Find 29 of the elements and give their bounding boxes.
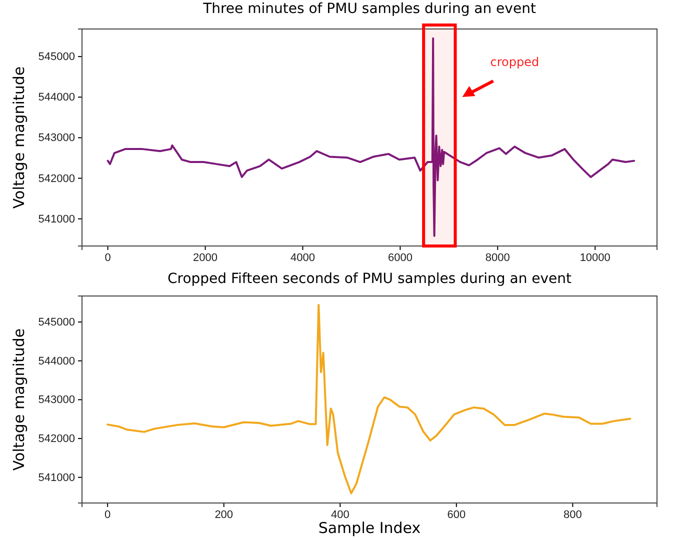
x-tick-label: 400 xyxy=(330,508,350,521)
y-axis-title: Voltage magnitude xyxy=(10,328,28,471)
y-tick-label: 545000 xyxy=(38,316,75,329)
annotation: cropped xyxy=(490,55,540,69)
y-axis-title: Voltage magnitude xyxy=(10,66,28,209)
x-tick-label: 10000 xyxy=(580,252,610,264)
x-tick-label: 600 xyxy=(447,508,466,521)
y-tick-label: 545000 xyxy=(38,51,75,64)
x-tick-label: 8000 xyxy=(485,252,510,264)
x-tick-label: 2000 xyxy=(193,252,218,264)
x-tick-label: 200 xyxy=(214,508,234,521)
line-series xyxy=(106,304,632,494)
y-tick-label: 543000 xyxy=(38,394,75,406)
x-tick-label: 800 xyxy=(564,508,582,521)
chart-title: Cropped Fifteen seconds of PMU samples during an event xyxy=(167,271,572,287)
y-tick-label: 542000 xyxy=(38,433,75,446)
x-axis-title: Sample Index xyxy=(318,519,421,537)
y-tick-label: 542000 xyxy=(38,172,75,185)
x-tick-label: 0 xyxy=(104,508,111,521)
line-series xyxy=(106,37,636,237)
y-tick-label: 544000 xyxy=(38,92,75,104)
x-tick-label: 6000 xyxy=(388,252,412,264)
y-tick-label: 541000 xyxy=(38,472,75,484)
y-tick-label: 544000 xyxy=(38,355,75,368)
y-tick-label: 543000 xyxy=(38,132,75,144)
chart-title: Three minutes of PMU samples during an event xyxy=(202,1,536,17)
y-tick-label: 541000 xyxy=(38,213,75,226)
x-tick-label: 4000 xyxy=(290,252,315,264)
x-tick-label: 0 xyxy=(104,252,111,264)
